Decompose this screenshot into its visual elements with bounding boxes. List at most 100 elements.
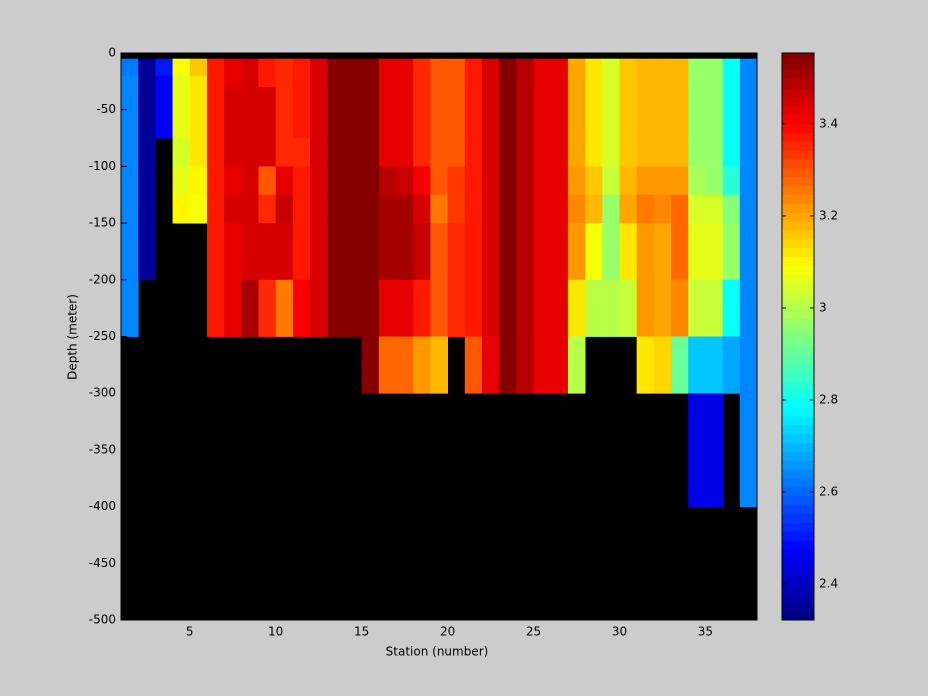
heat-cell [688,223,706,281]
heat-cell [292,138,311,167]
colorbar-swatch [782,123,814,134]
heat-cell [378,194,397,224]
heat-cell [292,279,311,337]
heat-cell [138,87,156,139]
heat-cell [206,58,225,77]
colorbar-swatch [782,487,814,497]
heat-cell [688,393,706,507]
y-tick-label: 0 [108,46,116,60]
x-tick-label: 30 [612,625,627,639]
x-tick-label: 25 [526,625,541,639]
heat-cell [499,166,517,196]
heat-cell [430,336,448,394]
colorbar-swatch [782,301,814,311]
x-tick-label: 20 [440,625,455,639]
colorbar-tick-label: 2.8 [819,393,838,407]
heat-cell [602,58,620,77]
colorbar-swatch [782,602,814,612]
heat-cell [619,194,638,224]
heat-cell [361,75,380,88]
colorbar-swatch [782,425,814,435]
colorbar-swatch [782,398,814,408]
heat-cell [464,336,483,394]
heat-cell [481,58,500,77]
heat-cell [361,223,380,281]
y-tick-label: -350 [89,442,116,456]
heat-cell [121,223,139,281]
heat-cell [258,223,277,281]
heat-cell [327,194,345,224]
heat-cell [671,138,689,167]
heat-cell [705,138,724,167]
heat-cell [224,75,242,88]
y-tick-label: -50 [96,102,116,116]
heat-cell [481,194,500,224]
colorbar-swatch [782,177,814,187]
colorbar-swatch [782,371,814,382]
colorbar-swatch [782,327,814,337]
heat-cell [653,87,672,139]
heat-cell [636,194,655,224]
colorbar-swatch [782,53,814,63]
colorbar-swatch [782,442,814,452]
heat-cell [516,138,534,167]
heat-cell [292,223,311,281]
heat-cell [275,194,294,224]
heat-cell [567,223,586,281]
heat-cell [258,87,277,139]
heat-cell [499,87,517,139]
heat-cell [550,279,569,337]
heat-cell [413,336,431,394]
heat-cell [138,223,156,281]
colorbar-swatch [782,336,814,346]
heat-cell [344,279,363,337]
colorbar-swatch [782,203,814,213]
heat-cell [671,166,689,196]
heat-cell [138,75,156,88]
heat-cell [705,223,724,281]
colorbar-swatch [782,88,814,98]
heat-cell [413,223,431,281]
heat-cell [464,75,483,88]
heat-cell [447,75,466,88]
heat-cell [516,166,534,196]
heat-cell [430,223,448,281]
colorbar-swatch [782,345,814,355]
heat-cell [138,194,156,224]
heat-cell [619,75,638,88]
heat-cell [327,223,345,281]
heat-cell [567,336,586,394]
heat-cell [413,75,431,88]
colorbar-swatch [782,478,814,488]
heat-cell [258,279,277,337]
x-tick-label: 15 [354,625,369,639]
colorbar-swatch [782,159,814,169]
heat-cell [705,279,724,337]
colorbar-swatch [782,363,814,373]
x-tick-label: 35 [698,625,713,639]
heat-cell [241,194,259,224]
heat-cell [705,194,724,224]
heat-cell [189,166,208,196]
heat-cell [361,87,380,139]
heat-cell [739,166,758,196]
heat-cell [636,279,655,337]
heat-cell [602,166,620,196]
heat-cell [378,166,397,196]
heat-cell [671,223,689,281]
heat-cell [722,166,741,196]
heat-cell [241,166,259,196]
heat-cell [636,223,655,281]
heat-cell [327,58,345,77]
colorbar-swatch [782,407,814,417]
heat-cell [430,279,448,337]
heat-cell [224,194,242,224]
heat-cell [481,87,500,139]
heat-cell [327,166,345,196]
heat-cell [138,58,156,77]
heat-cell [671,279,689,337]
heat-cell [344,194,363,224]
colorbar-swatch [782,495,814,506]
heat-cell [567,87,586,139]
heat-cell [206,166,225,196]
